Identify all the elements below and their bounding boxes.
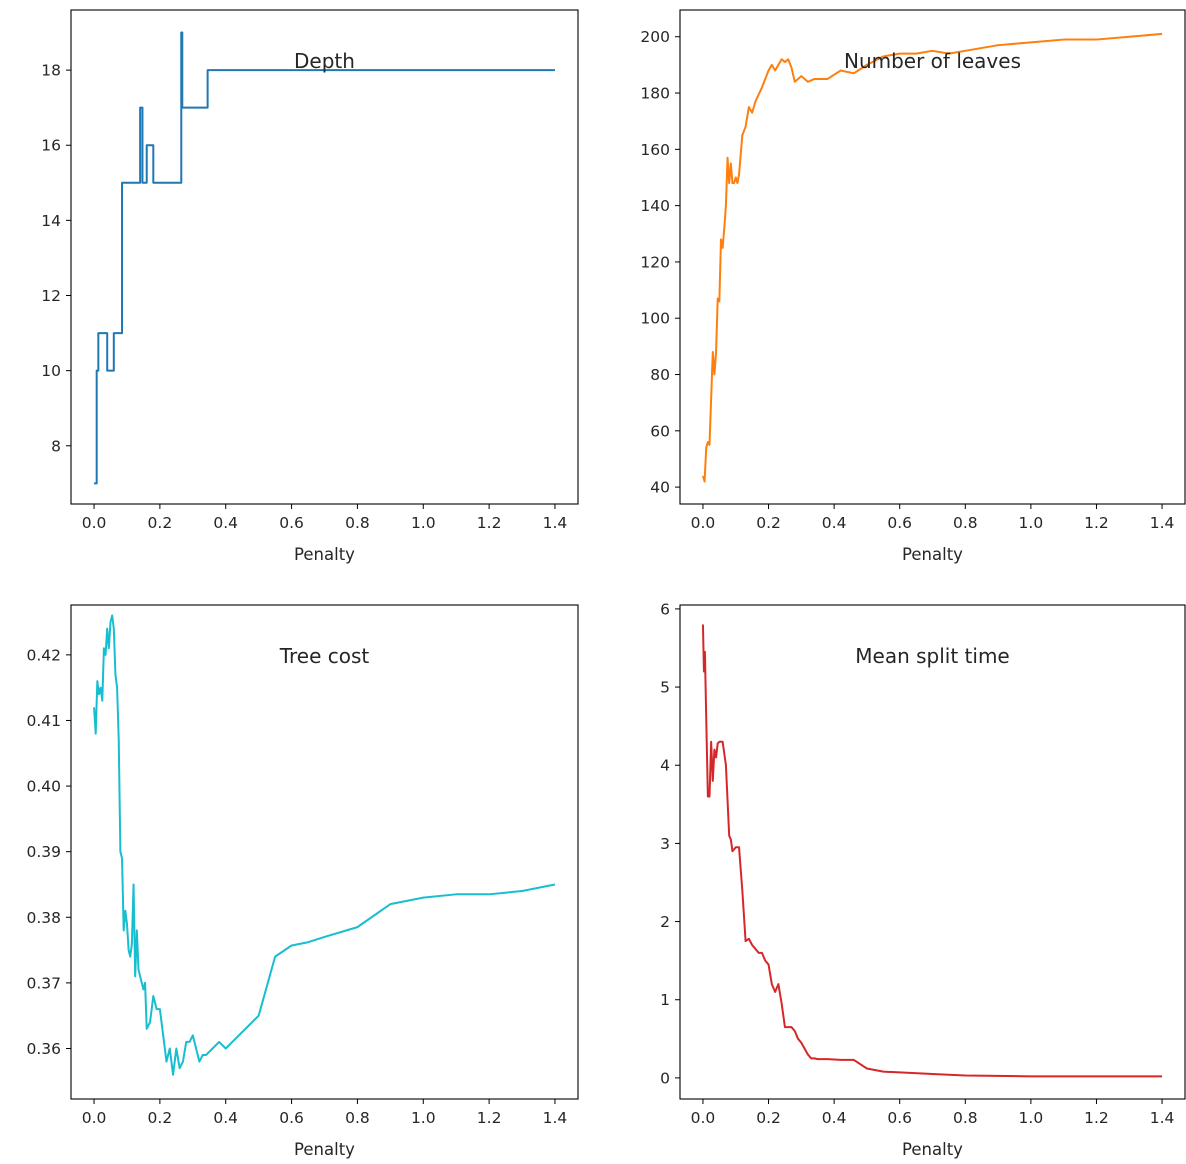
x-tick-label: 0.4 bbox=[213, 514, 238, 532]
y-tick-label: 5 bbox=[660, 679, 670, 697]
chart-panel-cost: 0.0 0.2 0.4 0.6 0.8 1.0 1.2 1.4 0.36 0.37 0.38 0.39… bbox=[26, 604, 579, 1159]
x-axis-label: Penalty bbox=[294, 1140, 355, 1159]
series-line-cost-0 bbox=[93, 614, 556, 1076]
axes-frame-depth bbox=[70, 9, 579, 505]
x-axis-label: Penalty bbox=[902, 545, 963, 564]
x-tick-label: 0.2 bbox=[756, 1109, 781, 1127]
x-tick-label: 0.4 bbox=[822, 1109, 847, 1127]
series-line-depth-0 bbox=[94, 31, 555, 485]
y-tick-label: 0.42 bbox=[26, 646, 61, 664]
x-tick-label: 1.0 bbox=[411, 1109, 436, 1127]
y-tick-label: 160 bbox=[640, 141, 670, 159]
y-tick-label: 1 bbox=[660, 991, 670, 1009]
chart-panel-leaves: 0.0 0.2 0.4 0.6 0.8 1.0 1.2 1.4 40 60 80 100 120 140 1… bbox=[640, 9, 1186, 564]
y-tick-label: 60 bbox=[650, 422, 670, 440]
axes-frame-split-time bbox=[679, 604, 1186, 1100]
x-tick-label: 1.4 bbox=[1150, 514, 1175, 532]
y-tick-label: 3 bbox=[660, 835, 670, 853]
x-tick-label: 0.6 bbox=[887, 1109, 912, 1127]
chart-panel-split-time: 0.0 0.2 0.4 0.6 0.8 1.0 1.2 1.4 0 1 2 3 4 5 6 Penalty Me… bbox=[660, 600, 1186, 1159]
y-tick-label: 200 bbox=[640, 28, 670, 46]
x-tick-label: 1.4 bbox=[1150, 1109, 1175, 1127]
x-tick-label: 1.0 bbox=[1019, 514, 1044, 532]
y-tick-label: 8 bbox=[51, 437, 61, 455]
y-tick-label: 16 bbox=[41, 137, 61, 155]
x-axis-label: Penalty bbox=[294, 545, 355, 564]
y-tick-label: 140 bbox=[640, 197, 670, 215]
x-tick-label: 0.0 bbox=[691, 514, 716, 532]
x-tick-label: 0.6 bbox=[887, 514, 912, 532]
y-tick-label: 0.41 bbox=[26, 712, 61, 730]
x-tick-label: 0.8 bbox=[953, 514, 978, 532]
y-tick-label: 18 bbox=[41, 62, 61, 80]
x-tick-label: 0.8 bbox=[953, 1109, 978, 1127]
x-tick-label: 0.6 bbox=[279, 514, 304, 532]
chart-panel-depth: 0.0 0.2 0.4 0.6 0.8 1.0 1.2 1.4 8 10 12 14 16 18 Penal… bbox=[41, 9, 579, 564]
x-tick-label: 0.4 bbox=[822, 514, 847, 532]
y-tick-label: 180 bbox=[640, 85, 670, 103]
x-tick-label: 0.2 bbox=[148, 514, 173, 532]
y-tick-label: 4 bbox=[660, 757, 670, 775]
y-tick-label: 80 bbox=[650, 366, 670, 384]
y-tick-label: 6 bbox=[660, 600, 670, 618]
y-tick-label: 10 bbox=[41, 362, 61, 380]
x-tick-label: 0.0 bbox=[82, 1109, 107, 1127]
x-tick-label: 0.0 bbox=[82, 514, 107, 532]
y-tick-label: 0 bbox=[660, 1069, 670, 1087]
y-tick-label: 120 bbox=[640, 253, 670, 271]
x-tick-label: 0.6 bbox=[279, 1109, 304, 1127]
panel-title-depth: Depth bbox=[294, 49, 355, 73]
series-line-split-time-0 bbox=[701, 624, 1163, 1078]
y-tick-label: 100 bbox=[640, 310, 670, 328]
x-tick-label: 1.0 bbox=[411, 514, 436, 532]
x-tick-label: 0.8 bbox=[345, 1109, 370, 1127]
y-tick-label: 2 bbox=[660, 913, 670, 931]
x-tick-label: 0.8 bbox=[345, 514, 370, 532]
series-line-leaves-0 bbox=[701, 32, 1163, 483]
y-tick-label: 0.39 bbox=[26, 843, 61, 861]
x-tick-label: 1.2 bbox=[1084, 1109, 1109, 1127]
y-tick-label: 40 bbox=[650, 479, 670, 497]
x-tick-label: 0.4 bbox=[213, 1109, 238, 1127]
y-tick-label: 0.40 bbox=[26, 778, 61, 796]
y-tick-label: 0.36 bbox=[26, 1040, 61, 1058]
panel-title-split-time: Mean split time bbox=[855, 644, 1009, 668]
x-axis-label: Penalty bbox=[902, 1140, 963, 1159]
x-tick-label: 0.2 bbox=[756, 514, 781, 532]
x-tick-label: 1.2 bbox=[1084, 514, 1109, 532]
axes-frame-leaves bbox=[679, 9, 1186, 505]
x-tick-label: 1.4 bbox=[543, 514, 568, 532]
x-tick-label: 0.2 bbox=[148, 1109, 173, 1127]
panel-title-cost: Tree cost bbox=[279, 644, 370, 668]
panel-title-leaves: Number of leaves bbox=[844, 49, 1021, 73]
y-tick-label: 0.38 bbox=[26, 909, 61, 927]
y-tick-label: 0.37 bbox=[26, 974, 61, 992]
y-tick-label: 12 bbox=[41, 287, 61, 305]
y-tick-label: 14 bbox=[41, 212, 61, 230]
x-tick-label: 0.0 bbox=[691, 1109, 716, 1127]
x-tick-label: 1.2 bbox=[477, 514, 502, 532]
x-tick-label: 1.2 bbox=[477, 1109, 502, 1127]
x-tick-label: 1.4 bbox=[543, 1109, 568, 1127]
x-tick-label: 1.0 bbox=[1019, 1109, 1044, 1127]
